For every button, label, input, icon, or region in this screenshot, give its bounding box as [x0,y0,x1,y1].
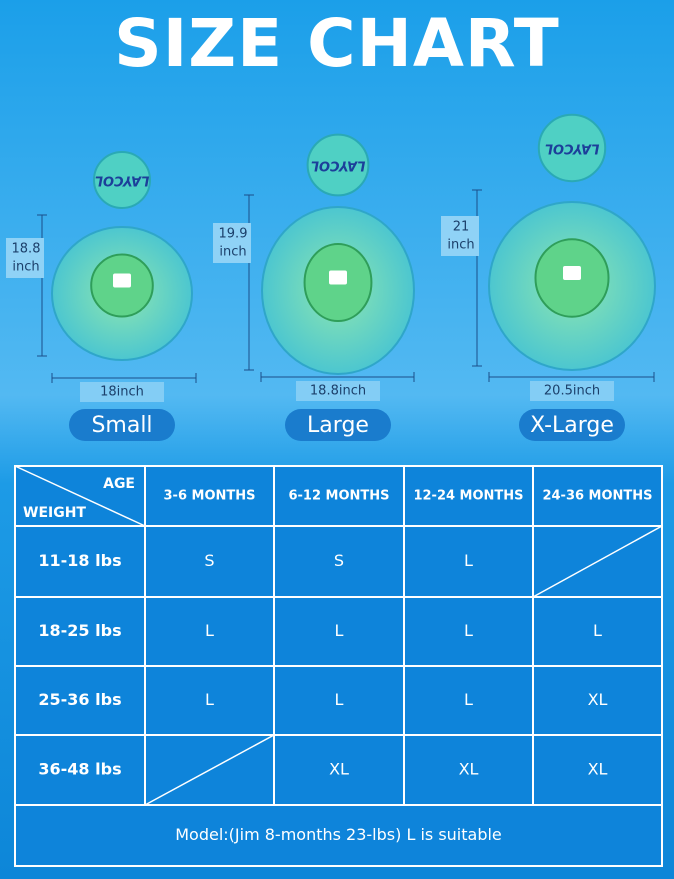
table-text: XL [329,760,349,779]
table-text: 25-36 lbs [38,690,121,709]
height-value: 18.8 [12,242,41,257]
table-text: L [205,690,214,709]
height-value: 19.9 [219,227,248,242]
table-cell [144,525,275,598]
table-text: 3-6 MONTHS [164,489,256,504]
width-label-bg [296,381,380,401]
table-text: L [205,621,214,640]
table-text: L [464,551,473,570]
table-text: 12-24 MONTHS [413,489,523,504]
table-text: L [593,621,602,640]
table-cell [14,596,146,667]
table-cell [532,596,663,667]
table-text: 36-48 lbs [38,760,121,779]
brand-logo: LAYCOL [545,141,600,156]
table-cell [273,665,405,736]
table-text: XL [459,760,479,779]
size-pill [69,409,175,441]
table-text: XL [588,690,608,709]
table-text: L [335,690,344,709]
table-text: 11-18 lbs [38,551,121,570]
height-unit: inch [219,245,246,260]
size-label: X-Large [530,413,614,438]
table-cell [14,665,146,736]
height-label-bg [441,216,479,256]
product: LAYCOL 21 inch 20.5inch X-Large [441,113,656,441]
width-label: 18.8inch [310,384,366,399]
table-cell [144,465,275,527]
table-text: 24-36 MONTHS [542,489,652,504]
height-unit: inch [447,238,474,253]
table-cell [144,665,275,736]
float-buckle [563,266,581,280]
table-cell [273,525,405,598]
table-text: WEIGHT [23,505,86,521]
empty-cell-diagonal [144,734,275,806]
height-label-bg [6,238,44,278]
height-label-bg [213,223,251,263]
empty-cell-diagonal [532,525,663,598]
size-label: Small [91,413,152,438]
corner-diagonal [14,465,146,527]
table-text: L [464,690,473,709]
table-text: Model:(Jim 8-months 23-lbs) L is suitabl… [175,825,502,844]
width-label: 20.5inch [544,384,600,399]
size-label: Large [307,413,369,438]
title: SIZE CHART [114,5,560,82]
brand-logo: LAYCOL [95,173,150,188]
table-text: AGE [103,476,135,492]
table-cell [403,734,534,806]
table-text: S [204,551,214,570]
brand-logo: LAYCOL [311,158,366,173]
table-cell [273,465,405,527]
float-head [306,133,370,197]
table-text: L [464,621,473,640]
table-text: 18-25 lbs [38,621,121,640]
table-text: 6-12 MONTHS [288,489,389,504]
product: LAYCOL 19.9 inch 18.8inch Large [213,133,415,441]
table-text: S [334,551,344,570]
size-pill [519,409,625,441]
size-pill [285,409,391,441]
width-label-bg [530,381,614,401]
height-value: 21 [453,220,470,235]
height-unit: inch [12,260,39,275]
width-label-bg [80,382,164,402]
table-cell [14,804,663,867]
table-cell [14,525,146,598]
float-buckle [329,270,347,285]
float-head [537,113,607,183]
table-cell [532,665,663,736]
table-text: XL [588,760,608,779]
float-head [93,151,151,209]
table-cell [532,465,663,527]
float-buckle [113,273,131,288]
table-text: L [335,621,344,640]
product: LAYCOL 18.8 inch 18inch Small [6,151,197,441]
size-table: AGE WEIGHT 3-6 MONTHS 6-12 MONTHS 12-24 MONT… [14,465,663,867]
width-label: 18inch [100,385,144,400]
